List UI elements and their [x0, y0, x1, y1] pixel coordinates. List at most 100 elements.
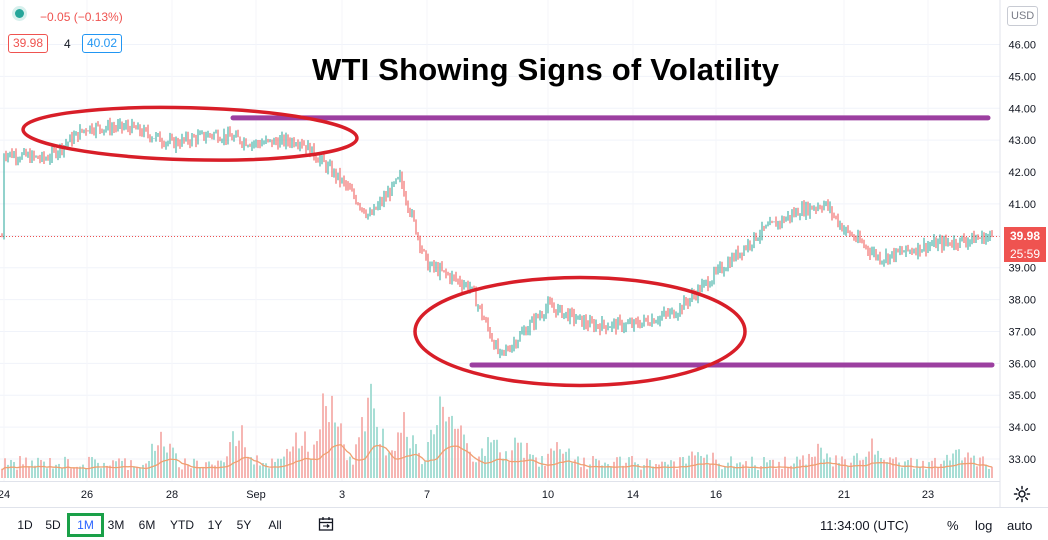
price-axis-label: 43.00	[1008, 135, 1036, 147]
volume-bar	[127, 469, 129, 478]
volume-bar	[313, 444, 315, 478]
volume-bar	[298, 448, 300, 478]
volume-bar	[568, 448, 570, 478]
volume-bar	[967, 452, 969, 478]
range-6m-button[interactable]: 6M	[138, 518, 156, 532]
range-1d-button[interactable]: 1D	[17, 518, 33, 532]
volume-bar	[358, 437, 360, 478]
volume-bar	[409, 448, 411, 478]
volume-bar	[757, 469, 759, 478]
volume-bar	[199, 467, 201, 478]
volume-bar	[643, 465, 645, 478]
volume-bar	[166, 452, 168, 478]
volume-bar	[949, 460, 951, 478]
volume-bar	[346, 460, 348, 478]
volume-bar	[58, 463, 60, 478]
volume-bar	[310, 459, 312, 478]
volume-bar	[703, 457, 705, 478]
ask-price[interactable]: 40.02	[82, 34, 123, 53]
volume-bar	[25, 457, 27, 478]
volume-bar	[460, 425, 462, 478]
countdown-tag-bg	[1004, 245, 1046, 262]
log-toggle[interactable]: log	[975, 518, 993, 533]
volume-bar	[745, 461, 747, 478]
volume-bar	[700, 455, 702, 478]
volume-bar	[106, 465, 108, 478]
price-axis-label: 39.00	[1008, 263, 1036, 275]
volume-bar	[247, 456, 249, 478]
volume-bar	[487, 437, 489, 478]
volume-bar	[304, 431, 306, 478]
volume-bar	[73, 467, 75, 478]
percent-toggle[interactable]: %	[947, 518, 959, 533]
volume-bar	[982, 456, 984, 478]
volume-bar	[604, 462, 606, 478]
volume-bar	[121, 460, 123, 478]
volume-bar	[937, 466, 939, 478]
volume-bar	[286, 448, 288, 478]
volume-bar	[775, 468, 777, 478]
time-axis-label: 23	[922, 489, 934, 501]
volume-bar	[49, 458, 51, 478]
volume-bar	[904, 461, 906, 478]
volume-bar	[67, 459, 69, 478]
range-5y-button[interactable]: 5Y	[236, 518, 252, 532]
volume-bar	[43, 461, 45, 478]
range-ytd-button[interactable]: YTD	[170, 518, 194, 532]
clock[interactable]: 11:34:00 (UTC)	[820, 518, 909, 533]
volume-bar	[676, 469, 678, 478]
time-axis[interactable]: 24 26 28 Sep 3 7 10 14 16 21 23	[0, 489, 934, 501]
countdown-tag: 25:59	[1010, 247, 1040, 261]
gear-icon[interactable]	[1013, 485, 1031, 503]
volume-bar	[430, 429, 432, 478]
volume-bar	[472, 461, 474, 478]
volume-bar	[826, 453, 828, 478]
volume-bar	[571, 462, 573, 478]
volume-bar	[406, 436, 408, 478]
auto-toggle[interactable]: auto	[1007, 518, 1033, 533]
volume-bar	[562, 453, 564, 478]
calendar-range-icon[interactable]	[318, 516, 334, 532]
volume-bar	[811, 457, 813, 478]
volume-bar	[181, 469, 183, 478]
volume-bar	[466, 443, 468, 478]
volume-bar	[352, 464, 354, 478]
volume-bar	[874, 454, 876, 478]
price-axis-label: 42.00	[1008, 167, 1036, 179]
volume-bar	[178, 467, 180, 478]
volume-bar	[694, 455, 696, 478]
volume-bar	[682, 457, 684, 478]
bid-price[interactable]: 39.98	[8, 34, 49, 53]
volume-bar	[523, 457, 525, 478]
price-axis-label: 41.00	[1008, 199, 1036, 211]
range-3m-button[interactable]: 3M	[107, 518, 125, 532]
volume-bar	[484, 455, 486, 478]
volume-bar	[985, 464, 987, 478]
volume-bar	[928, 462, 930, 478]
volume-bar	[193, 458, 195, 478]
currency-badge[interactable]: USD	[1007, 6, 1039, 26]
volume-bar	[97, 462, 99, 478]
volume-bar	[205, 462, 207, 478]
volume-bar	[814, 456, 816, 478]
volume-bar	[328, 422, 330, 478]
volume-bar	[889, 457, 891, 478]
time-axis-border	[0, 481, 1000, 482]
volume-bar	[70, 468, 72, 478]
volume-moving-average	[1, 444, 993, 471]
range-5d-button[interactable]: 5D	[45, 518, 61, 532]
volume-bar	[844, 459, 846, 478]
range-1m-button[interactable]: 1M	[67, 513, 104, 537]
volume-bar	[667, 464, 669, 478]
volume-bar	[337, 426, 339, 478]
price-axis[interactable]: 33.0034.0035.0036.0037.0038.0039.0040.00…	[1008, 40, 1036, 467]
range-1y-button[interactable]: 1Y	[207, 518, 223, 532]
volume-bar	[361, 417, 363, 478]
range-all-button[interactable]: All	[268, 518, 282, 532]
volume-bar	[454, 428, 456, 478]
volume-bar	[31, 460, 33, 478]
volume-bar	[907, 459, 909, 478]
volume-bar	[841, 456, 843, 478]
volume-bar	[673, 461, 675, 478]
